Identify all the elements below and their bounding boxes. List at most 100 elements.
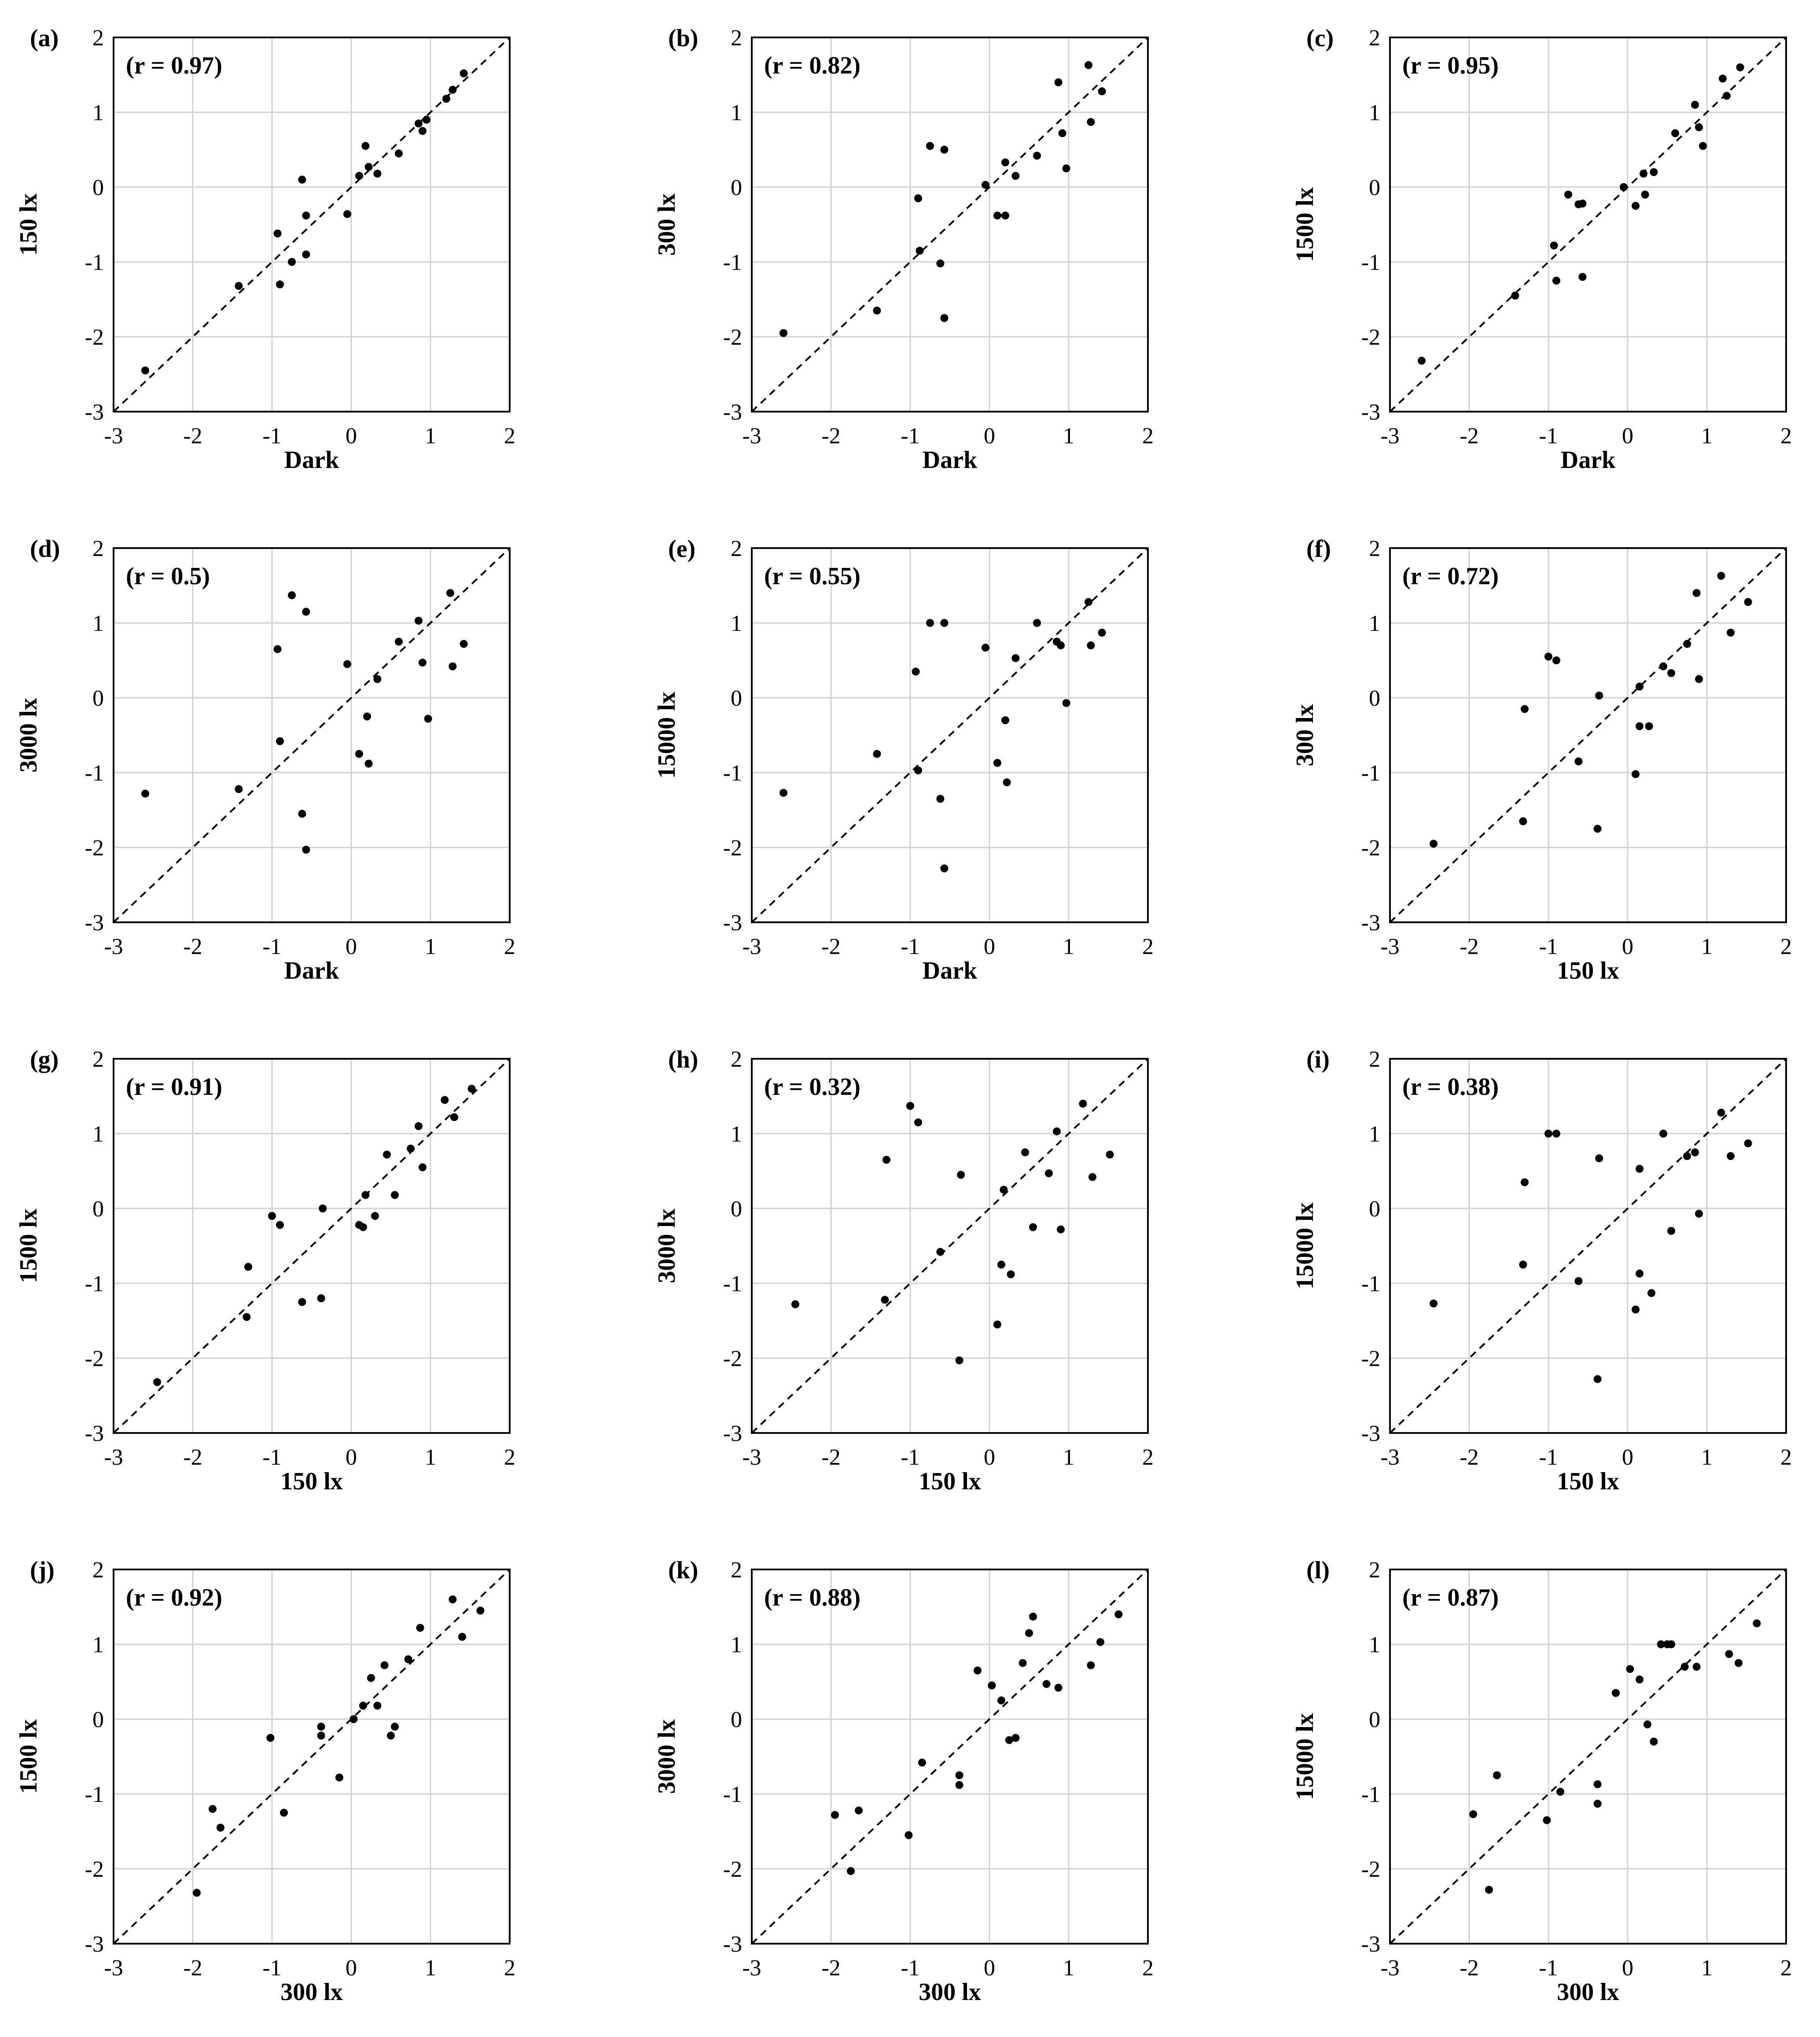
identity-reference-line <box>113 37 511 413</box>
scatter-point <box>1636 682 1644 691</box>
scatter-point <box>936 795 945 803</box>
scatter-point <box>1521 705 1529 713</box>
scatter-point <box>1003 778 1011 787</box>
x-tick-label: -1 <box>262 1956 281 1981</box>
scatter-point <box>335 1773 343 1782</box>
plot-area-frame <box>113 1569 511 1945</box>
scatter-point <box>1744 598 1752 606</box>
scatter-point <box>1593 1375 1602 1383</box>
scatter-point <box>982 644 989 652</box>
correlation-annotation: (r = 0.92) <box>126 1584 222 1611</box>
scatter-point <box>298 176 306 184</box>
y-tick-label: 2 <box>92 1558 104 1583</box>
x-tick-label: 1 <box>425 934 436 959</box>
y-tick-label: -1 <box>723 761 742 786</box>
scatter-point <box>1053 1127 1061 1135</box>
x-tick-label: -3 <box>742 1445 761 1470</box>
x-tick-label: 1 <box>1701 1956 1713 1981</box>
plot-area-frame <box>113 547 511 923</box>
y-tick-label: -3 <box>723 1932 742 1957</box>
x-tick-label: 0 <box>984 1445 995 1470</box>
scatter-point <box>1493 1771 1501 1779</box>
scatter-point <box>1667 669 1675 677</box>
y-tick-label: -3 <box>85 1421 104 1446</box>
y-axis-label: 3000 lx <box>653 1208 680 1283</box>
x-tick-label: -1 <box>262 1445 281 1470</box>
x-tick-label: 2 <box>1780 424 1792 449</box>
x-axis-label: 150 lx <box>919 1468 981 1495</box>
scatter-point <box>1593 1800 1602 1808</box>
scatter-point <box>1543 1816 1551 1824</box>
scatter-point <box>1114 1610 1123 1618</box>
y-tick-label: 2 <box>1369 536 1380 561</box>
x-axis-label: 150 lx <box>280 1468 343 1495</box>
x-tick-label: -2 <box>821 424 840 449</box>
scatter-point <box>1717 571 1725 580</box>
scatter-point <box>423 116 430 124</box>
y-tick-label: 1 <box>92 100 104 125</box>
y-tick-label: -1 <box>85 761 104 786</box>
x-axis-label: 300 lx <box>1557 1978 1619 2006</box>
scatter-point <box>476 1606 485 1615</box>
y-tick-label: 0 <box>92 1197 104 1222</box>
y-tick-label: -3 <box>1361 1932 1380 1957</box>
x-tick-label: 2 <box>1780 934 1792 959</box>
plot-area-frame <box>1389 1569 1787 1945</box>
scatter-point <box>873 306 881 315</box>
scatter-point <box>988 1681 996 1690</box>
scatter-point <box>918 1758 926 1767</box>
panel-label: (k) <box>668 1557 698 1584</box>
scatter-point <box>1578 199 1587 208</box>
x-tick-label: -3 <box>1380 424 1399 449</box>
x-tick-label: -1 <box>901 424 919 449</box>
x-tick-label: -1 <box>901 1956 919 1981</box>
x-tick-label: 1 <box>1063 934 1074 959</box>
scatter-point <box>364 163 373 171</box>
x-tick-label: 1 <box>1701 934 1713 959</box>
y-tick-label: -1 <box>85 1271 104 1297</box>
y-tick-label: 1 <box>731 611 742 636</box>
scatter-point <box>288 591 296 600</box>
x-tick-label: -3 <box>1380 1956 1399 1981</box>
scatter-point <box>1753 1619 1761 1628</box>
scatter-point <box>268 1212 276 1220</box>
plot-area-frame <box>113 1058 511 1434</box>
correlation-annotation: (r = 0.88) <box>764 1584 860 1611</box>
y-tick-label: 0 <box>731 1197 742 1222</box>
scatter-point <box>288 258 296 266</box>
scatter-point <box>1556 1787 1564 1796</box>
scatter-point <box>361 142 370 150</box>
x-tick-label: -2 <box>1460 424 1478 449</box>
panel-label: (j) <box>30 1557 55 1584</box>
scatter-point <box>957 1171 965 1179</box>
correlation-annotation: (r = 0.32) <box>764 1073 860 1101</box>
scatter-point <box>276 737 284 745</box>
y-tick-label: 0 <box>1369 1707 1380 1732</box>
y-tick-label: -2 <box>1361 1346 1380 1371</box>
scatter-point <box>266 1734 275 1742</box>
scatter-point <box>235 282 243 290</box>
plot-area-frame <box>1389 547 1787 923</box>
y-tick-label: -1 <box>723 250 742 275</box>
x-tick-label: -3 <box>104 934 123 959</box>
scatter-point <box>415 119 423 128</box>
y-axis-label: 1500 lx <box>15 1208 42 1283</box>
correlation-annotation: (r = 0.87) <box>1402 1584 1499 1611</box>
scatter-point <box>153 1378 161 1386</box>
scatter-point <box>363 712 371 721</box>
x-tick-label: 0 <box>984 934 995 959</box>
scatter-point <box>1626 1665 1634 1673</box>
x-tick-label: 0 <box>1622 1445 1633 1470</box>
scatter-panel-b: -3-3 -2 -2 -1 -1 0 0 1 1 2 2 Dark 300 lx (b) (r = 0.82… <box>653 25 1154 474</box>
correlation-annotation: (r = 0.72) <box>1402 563 1499 590</box>
scatter-point <box>916 247 924 255</box>
scatter-point <box>1744 1139 1752 1148</box>
y-tick-label: 0 <box>1369 1197 1380 1222</box>
y-tick-label: 1 <box>731 100 742 125</box>
x-tick-label: 0 <box>346 934 357 959</box>
plot-area-frame <box>751 37 1149 413</box>
scatter-point <box>779 788 787 797</box>
y-tick-label: -2 <box>723 1346 742 1371</box>
x-tick-label: 2 <box>504 934 515 959</box>
scatter-point <box>1098 629 1106 637</box>
